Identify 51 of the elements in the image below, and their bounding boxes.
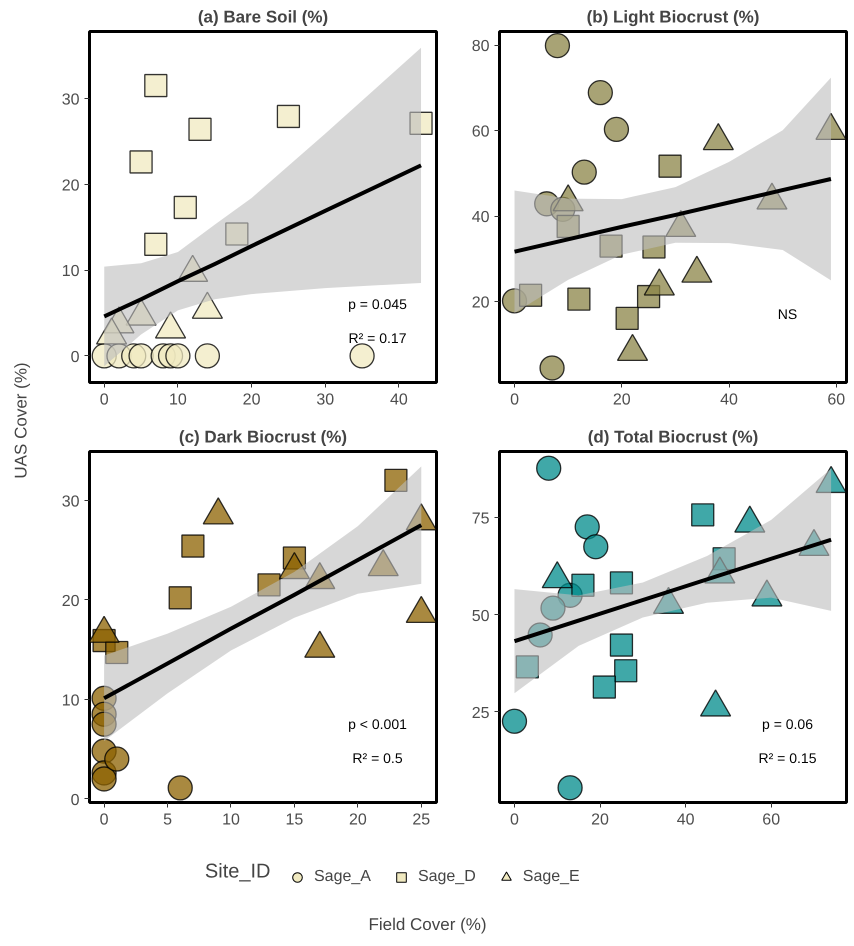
y-tick-label: 30 <box>62 91 80 108</box>
y-tick-label: 75 <box>472 510 490 528</box>
x-tick-label: 25 <box>412 812 430 828</box>
legend-title: Site_ID <box>204 860 271 882</box>
y-tick-label: 0 <box>70 792 80 809</box>
x-tick-label: 10 <box>222 812 240 828</box>
y-tick-label: 25 <box>472 704 490 722</box>
y-axis-title: UAS Cover (%) <box>11 362 30 479</box>
y-tick-label: 10 <box>62 692 80 710</box>
legend-label: Sage_D <box>418 867 476 887</box>
x-tick-label: 40 <box>720 392 738 408</box>
x-tick-label: 0 <box>510 392 520 408</box>
y-tick-label: 40 <box>472 209 490 226</box>
x-tick-label: 20 <box>591 812 610 828</box>
y-tick-label: 10 <box>62 263 80 280</box>
x-tick-label: 0 <box>100 812 109 828</box>
x-tick-label: 20 <box>612 392 631 408</box>
y-tick-label: 20 <box>62 177 80 194</box>
x-tick-label: 40 <box>390 392 408 408</box>
x-tick-label: 5 <box>163 812 172 828</box>
x-tick-label: 60 <box>827 392 846 408</box>
annotation: NS <box>778 306 798 322</box>
y-tick-label: 20 <box>472 294 490 312</box>
x-tick-label: 60 <box>762 812 780 828</box>
y-tick-label: 80 <box>472 38 490 56</box>
y-tick-label: 30 <box>62 493 80 510</box>
legend-label: Sage_E <box>522 867 580 887</box>
x-tick-label: 30 <box>316 392 334 408</box>
x-tick-label: 15 <box>286 812 304 828</box>
y-tick-label: 50 <box>472 608 490 625</box>
x-tick-label: 20 <box>348 812 367 828</box>
annotation: p = 0.045 <box>348 296 408 312</box>
chart-title: (c) Dark Biocrust (%) <box>178 428 348 446</box>
annotation: p = 0.06 <box>762 716 814 732</box>
legend-label: Sage_A <box>314 867 371 887</box>
annotation: p < 0.001 <box>348 716 408 732</box>
chart-title: (a) Bare Soil (%) <box>198 8 328 26</box>
x-tick-label: 0 <box>100 392 109 408</box>
x-axis-title: Field Cover (%) <box>368 915 487 934</box>
chart-title: (b) Light Biocrust (%) <box>586 8 760 26</box>
annotation: R² = 0.5 <box>352 750 403 766</box>
y-tick-label: 20 <box>62 592 80 610</box>
y-tick-label: 60 <box>472 124 490 141</box>
x-tick-label: 20 <box>242 392 261 408</box>
x-tick-label: 10 <box>169 392 187 408</box>
y-tick-label: 0 <box>70 348 80 366</box>
x-tick-label: 0 <box>510 812 520 828</box>
chart-title: (d) Total Biocrust (%) <box>588 428 758 446</box>
annotation: R² = 0.17 <box>348 330 407 346</box>
x-tick-label: 40 <box>676 812 695 828</box>
annotation: R² = 0.15 <box>758 750 817 766</box>
